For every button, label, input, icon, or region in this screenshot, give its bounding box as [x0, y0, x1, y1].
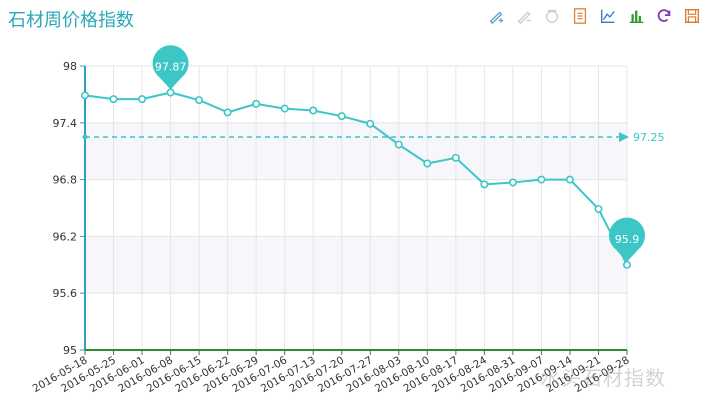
y-tick-label: 95.6	[53, 287, 78, 300]
data-zoom-icon[interactable]	[486, 6, 506, 26]
data-point	[109, 95, 118, 104]
grid-band	[85, 122, 627, 180]
restore-icon[interactable]	[542, 6, 562, 26]
mark-pin-shape	[609, 217, 646, 262]
chart-toolbar	[486, 6, 702, 26]
data-point	[337, 112, 346, 121]
average-line-start	[82, 134, 88, 140]
save-image-icon[interactable]	[682, 6, 702, 26]
data-point	[565, 175, 574, 184]
data-view-icon[interactable]	[570, 6, 590, 26]
y-tick-label: 98	[63, 60, 77, 73]
mark-pin-shape	[152, 45, 189, 90]
average-line-label: 97.25	[633, 131, 665, 144]
data-point	[195, 96, 204, 105]
data-point	[423, 159, 432, 168]
y-tick-label: 97.4	[53, 117, 78, 130]
y-tick-label: 96.8	[53, 174, 78, 187]
series-line	[84, 91, 628, 266]
data-point	[223, 108, 232, 117]
grid-band	[85, 236, 627, 294]
data-point	[594, 204, 603, 213]
y-tick-label: 95	[63, 344, 77, 357]
bar-chart-icon[interactable]	[626, 6, 646, 26]
max-mark-pin: 97.87	[152, 45, 189, 90]
data-point	[309, 106, 318, 115]
data-zoom-reset-icon[interactable]	[514, 6, 534, 26]
data-point	[366, 119, 375, 128]
refresh-icon[interactable]	[654, 6, 674, 26]
data-point	[280, 104, 289, 113]
data-point	[252, 99, 261, 108]
watermark-text: 水头石材指数	[540, 366, 666, 390]
data-point	[537, 175, 546, 184]
line-chart-icon[interactable]	[598, 6, 618, 26]
y-tick-label: 96.2	[53, 230, 78, 243]
data-point	[480, 180, 489, 189]
data-point	[508, 178, 517, 187]
mark-pin-label: 95.9	[615, 233, 640, 246]
data-point	[166, 88, 175, 97]
data-point	[138, 95, 147, 104]
chart-title: 石材周价格指数	[8, 10, 134, 31]
data-point	[394, 140, 403, 149]
data-point	[451, 153, 460, 162]
mark-pin-label: 97.87	[155, 61, 187, 74]
average-line-arrow	[619, 132, 629, 142]
data-point	[81, 91, 90, 100]
data-point	[622, 260, 631, 269]
min-mark-pin: 95.9	[609, 217, 646, 262]
